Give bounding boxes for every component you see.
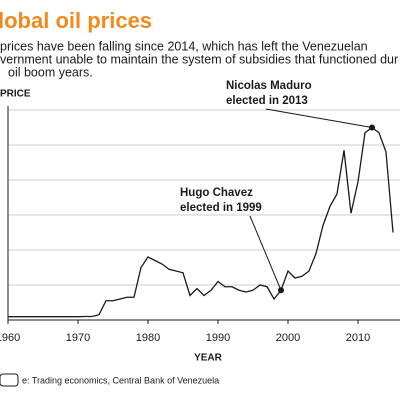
x-tick-label: 1970 [66,332,90,344]
subtitle: vernment unable to maintain the system o… [0,52,398,66]
annotation-dot [369,124,375,131]
annotation-text: Nicolas Maduro [226,80,312,92]
annotation-text: elected in 1999 [180,202,262,214]
price-line [8,126,394,318]
x-tick-label: 2000 [276,332,300,344]
x-axis-label: YEAR [194,353,223,364]
source: e: Trading economics, Central Bank of Ve… [22,375,219,385]
cc-logo [0,373,19,387]
x-tick-label: 1980 [136,332,160,344]
x-tick-label: 1990 [206,332,230,344]
annotation-pointer [249,215,282,291]
subtitle: oil boom years. [8,65,93,79]
subtitle: prices have been falling since 2014, whi… [0,39,368,53]
chart-title: lobal oil prices [0,8,152,33]
x-tick-label: 1960 [0,332,20,344]
annotation-dot [278,287,284,294]
annotation-pointer [265,108,373,128]
annotation-text: Hugo Chavez [180,187,253,199]
x-tick-label: 2010 [346,332,370,344]
y-axis-label: PRICE [0,89,31,100]
annotation-text: elected in 2013 [226,95,308,107]
